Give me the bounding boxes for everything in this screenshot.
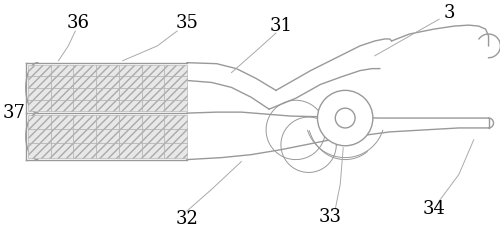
Bar xyxy=(51,76,73,88)
Text: 35: 35 xyxy=(175,14,198,32)
Bar xyxy=(141,115,164,129)
Bar xyxy=(164,65,186,76)
Bar xyxy=(96,115,119,129)
Text: 32: 32 xyxy=(175,210,198,228)
Bar xyxy=(141,65,164,76)
Bar xyxy=(73,100,96,111)
Bar xyxy=(141,88,164,100)
Circle shape xyxy=(335,108,354,128)
Bar xyxy=(96,88,119,100)
Bar xyxy=(141,76,164,88)
Bar xyxy=(141,129,164,143)
Bar xyxy=(119,65,141,76)
Bar xyxy=(164,143,186,158)
Bar xyxy=(51,143,73,158)
Circle shape xyxy=(317,90,372,146)
Bar xyxy=(73,115,96,129)
Bar xyxy=(119,100,141,111)
Text: 36: 36 xyxy=(67,14,90,32)
Bar xyxy=(73,143,96,158)
Text: 33: 33 xyxy=(318,208,341,226)
Bar xyxy=(164,88,186,100)
Bar xyxy=(51,88,73,100)
Bar xyxy=(28,100,51,111)
Bar xyxy=(119,76,141,88)
Text: 34: 34 xyxy=(422,200,445,218)
Bar xyxy=(73,88,96,100)
Bar xyxy=(28,143,51,158)
Bar xyxy=(73,76,96,88)
Text: 3: 3 xyxy=(442,4,454,22)
Bar xyxy=(119,115,141,129)
Bar xyxy=(28,65,51,76)
Bar xyxy=(119,143,141,158)
Bar xyxy=(119,129,141,143)
Bar xyxy=(28,115,51,129)
Bar xyxy=(73,129,96,143)
Bar xyxy=(164,76,186,88)
Bar xyxy=(73,65,96,76)
Bar xyxy=(164,100,186,111)
Bar xyxy=(28,129,51,143)
Bar xyxy=(141,100,164,111)
Text: 37: 37 xyxy=(3,104,26,122)
Bar xyxy=(51,129,73,143)
Bar xyxy=(96,129,119,143)
Bar xyxy=(96,65,119,76)
Bar xyxy=(141,143,164,158)
Bar xyxy=(28,76,51,88)
Bar xyxy=(96,100,119,111)
Text: 31: 31 xyxy=(269,17,292,35)
Bar xyxy=(28,88,51,100)
Bar xyxy=(51,100,73,111)
Bar xyxy=(51,65,73,76)
Bar xyxy=(96,143,119,158)
Bar xyxy=(96,76,119,88)
Bar xyxy=(51,115,73,129)
Bar xyxy=(119,88,141,100)
Bar xyxy=(164,129,186,143)
Bar xyxy=(164,115,186,129)
